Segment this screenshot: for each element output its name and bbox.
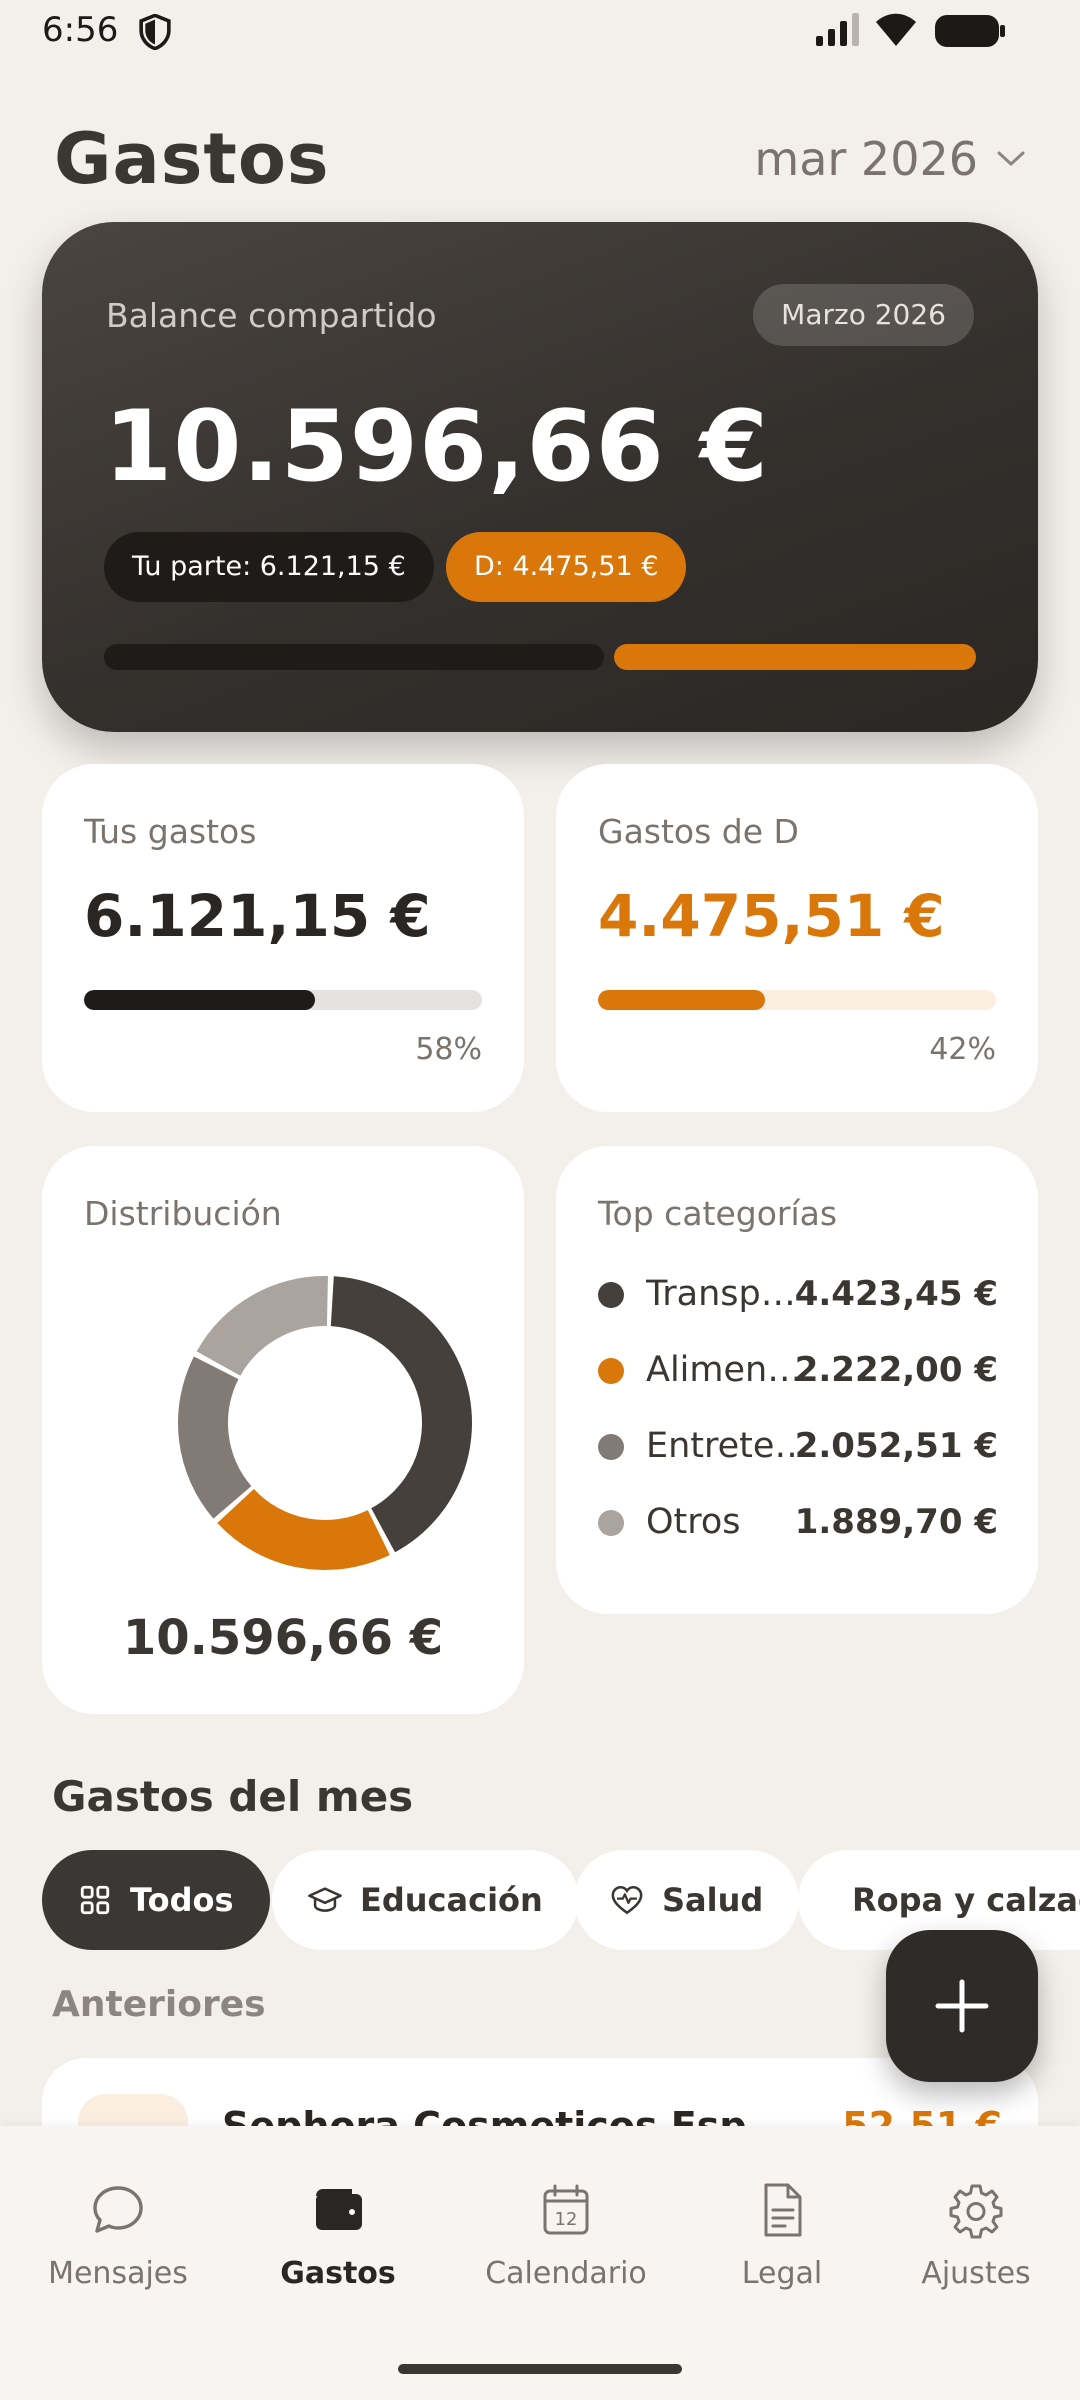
filter-chip-label: Todos [130,1881,234,1919]
donut-slice [330,1276,472,1553]
filter-chip-all[interactable]: Todos [42,1850,270,1950]
distribution-card: Distribución 10.596,66 € [42,1146,524,1714]
category-value: 2.222,00 € [794,1350,998,1390]
bottom-nav: Mensajes Gastos 12 Calendario Legal Ajus… [0,2126,1080,2400]
d-share-pill: D: 4.475,51 € [446,532,687,602]
gear-icon [949,2184,1003,2239]
category-row[interactable]: Transporte 4.423,45 € [598,1268,998,1318]
nav-item-expenses[interactable]: Gastos [238,2180,438,2291]
donut-slice [178,1356,252,1519]
d-expenses-card[interactable]: Gastos de D 4.475,51 € 42% [556,764,1038,1112]
category-row[interactable]: Entretenimiento 2.052,51 € [598,1420,998,1470]
previous-title: Anteriores [52,1984,266,2025]
monthly-expenses-title: Gastos del mes [52,1772,414,1821]
your-expenses-fill [84,990,315,1010]
wifi-icon [876,13,916,46]
expense-name: Sephora Cosmeticos Esp [222,2104,747,2128]
nav-label: Ajustes [921,2256,1031,2291]
signal-icon [816,13,859,46]
your-share-pill: Tu parte: 6.121,15 € [104,532,434,602]
category-name: Entretenimiento [646,1426,814,1466]
balance-amount: 10.596,66 € [104,390,770,504]
top-categories-card: Top categorías Transporte 4.423,45 € Ali… [556,1146,1038,1614]
category-value: 4.423,45 € [794,1274,998,1314]
category-row[interactable]: Alimentación 2.222,00 € [598,1344,998,1394]
page-title: Gastos [54,118,330,200]
distribution-total: 10.596,66 € [122,1610,444,1666]
category-name: Alimentación [646,1350,814,1390]
filter-chip-label: Educación [360,1881,543,1919]
distribution-title: Distribución [84,1194,282,1233]
d-expenses-amount: 4.475,51 € [598,882,945,950]
category-name: Otros [646,1502,741,1542]
nav-item-calendar[interactable]: 12 Calendario [466,2180,666,2291]
category-color-dot [598,1282,624,1308]
expense-list-item[interactable]: Sephora Cosmeticos Esp 52,51 € [42,2058,1038,2128]
top-categories-title: Top categorías [598,1194,838,1233]
category-color-dot [598,1358,624,1384]
category-value: 2.052,51 € [794,1426,998,1466]
chevron-down-icon [997,151,1025,166]
balance-card: Balance compartido Marzo 2026 10.596,66 … [42,222,1038,732]
month-label: mar 2026 [754,132,978,186]
your-expenses-amount: 6.121,15 € [84,882,431,950]
filter-chip-label: Ropa y calzado [852,1881,1080,1919]
filter-chips: Todos Educación Salud Ropa y calzado [42,1850,1080,1950]
document-icon [764,2183,802,2237]
nav-label: Legal [741,2256,823,2291]
battery-icon [935,15,1005,47]
filter-chip-label: Salud [662,1881,764,1919]
your-expenses-card[interactable]: Tus gastos 6.121,15 € 58% [42,764,524,1112]
plus-icon [935,1979,989,2033]
distribution-donut [178,1276,472,1570]
expense-category-avatar [78,2094,188,2128]
filter-chip-education[interactable]: Educación [272,1850,579,1950]
filter-chip-health[interactable]: Salud [574,1850,800,1950]
your-expenses-label: Tus gastos [84,812,257,851]
chat-bubble-icon [93,2186,143,2233]
balance-label: Balance compartido [106,296,437,335]
nav-label: Calendario [485,2256,647,2291]
add-expense-button[interactable] [886,1930,1038,2082]
nav-item-legal[interactable]: Legal [682,2180,882,2291]
your-expenses-track [84,990,482,1010]
category-name: Transporte [646,1274,814,1314]
nav-label: Gastos [280,2256,396,2291]
svg-text:12: 12 [555,2209,578,2230]
graduation-cap-icon [308,1887,342,1912]
wallet-icon [316,2189,362,2230]
donut-slice [217,1488,390,1570]
category-color-dot [598,1510,624,1536]
status-time: 6:56 [42,10,119,50]
d-expenses-label: Gastos de D [598,812,799,851]
expense-amount: 52,51 € [842,2104,1002,2128]
status-bar: 6:56 [0,0,1080,64]
your-share-bar [104,644,604,670]
shield-icon [139,14,171,50]
balance-month-badge: Marzo 2026 [753,284,974,346]
d-expenses-track [598,990,996,1010]
nav-label: Mensajes [48,2256,188,2291]
nav-item-messages[interactable]: Mensajes [18,2180,218,2291]
grid-icon [80,1885,110,1915]
month-picker[interactable]: mar 2026 [754,132,1026,186]
donut-slice [196,1276,328,1377]
calendar-icon: 12 [543,2184,589,2235]
category-row[interactable]: Otros 1.889,70 € [598,1496,998,1546]
heart-pulse-icon [611,1885,643,1915]
category-value: 1.889,70 € [794,1502,998,1542]
d-share-bar [614,644,976,670]
d-expenses-percent: 42% [929,1032,996,1067]
category-color-dot [598,1434,624,1460]
your-expenses-percent: 58% [415,1032,482,1067]
home-indicator [398,2364,682,2374]
d-expenses-fill [598,990,766,1010]
nav-item-settings[interactable]: Ajustes [876,2180,1076,2291]
